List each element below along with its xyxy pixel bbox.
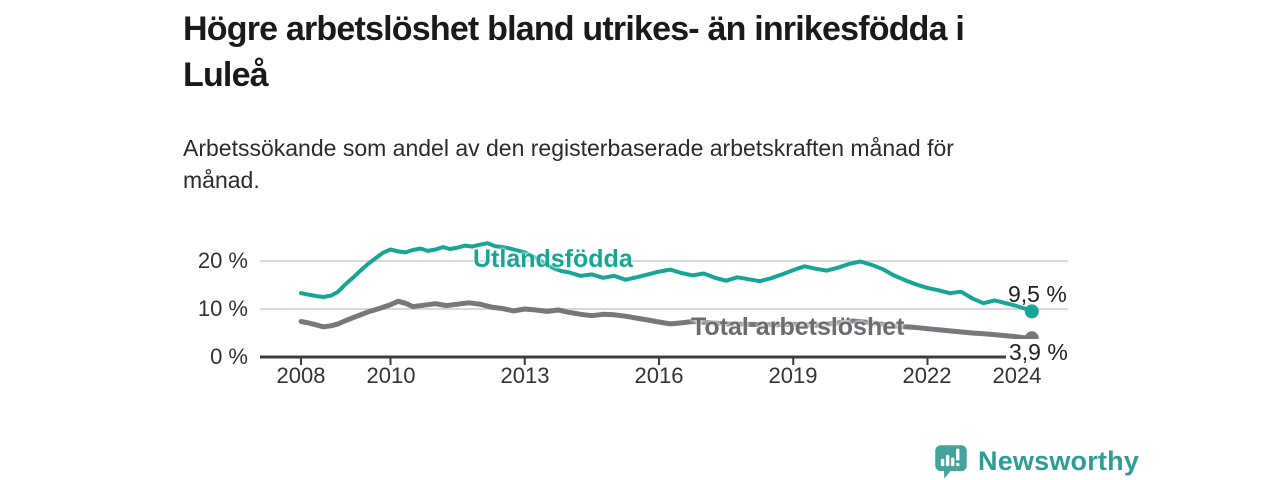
series-line-0 <box>299 241 1034 314</box>
x-tick-label-2010: 2010 <box>366 363 416 388</box>
series-label-utlandsfodda: Utlandsfödda <box>473 245 633 273</box>
series-label-total-arbetsloshet: Total arbetslöshet <box>691 313 905 341</box>
y-tick-label-10: 10 % <box>197 296 248 321</box>
y-tick-label-20: 20 % <box>197 248 248 273</box>
page-title-line1: Högre arbetslöshet bland utrikes- än inr… <box>183 10 965 48</box>
end-value-label-utlandsfodda: 9,5 % <box>1008 281 1067 307</box>
x-tick-label-2024: 2024 <box>992 363 1042 388</box>
y-tick-label-0: 0 % <box>210 344 248 369</box>
page-title-line2: Luleå <box>183 56 269 94</box>
newsworthy-logo-text: Newsworthy <box>978 445 1140 476</box>
page-title: Högre arbetslöshet bland utrikes- än inr… <box>183 6 1163 98</box>
chart-subtitle-line1: Arbetssökande som andel av den registerb… <box>183 135 954 161</box>
series-line-1 <box>298 298 1035 341</box>
chart-subtitle: Arbetssökande som andel av den registerb… <box>183 132 1043 196</box>
x-tick-label-2013: 2013 <box>500 363 550 388</box>
x-tick-label-2008: 2008 <box>276 363 326 388</box>
x-tick-label-2022: 2022 <box>902 363 952 388</box>
newsworthy-logo-icon <box>935 445 967 479</box>
x-tick-label-2016: 2016 <box>634 363 684 388</box>
series-end-dot-0 <box>1024 304 1039 319</box>
newsworthy-logo[interactable]: Newsworthy <box>933 443 1139 479</box>
x-tick-label-2019: 2019 <box>768 363 818 388</box>
end-value-label-total: 3,9 % <box>1006 339 1071 366</box>
chart-subtitle-line2: månad. <box>183 167 260 193</box>
